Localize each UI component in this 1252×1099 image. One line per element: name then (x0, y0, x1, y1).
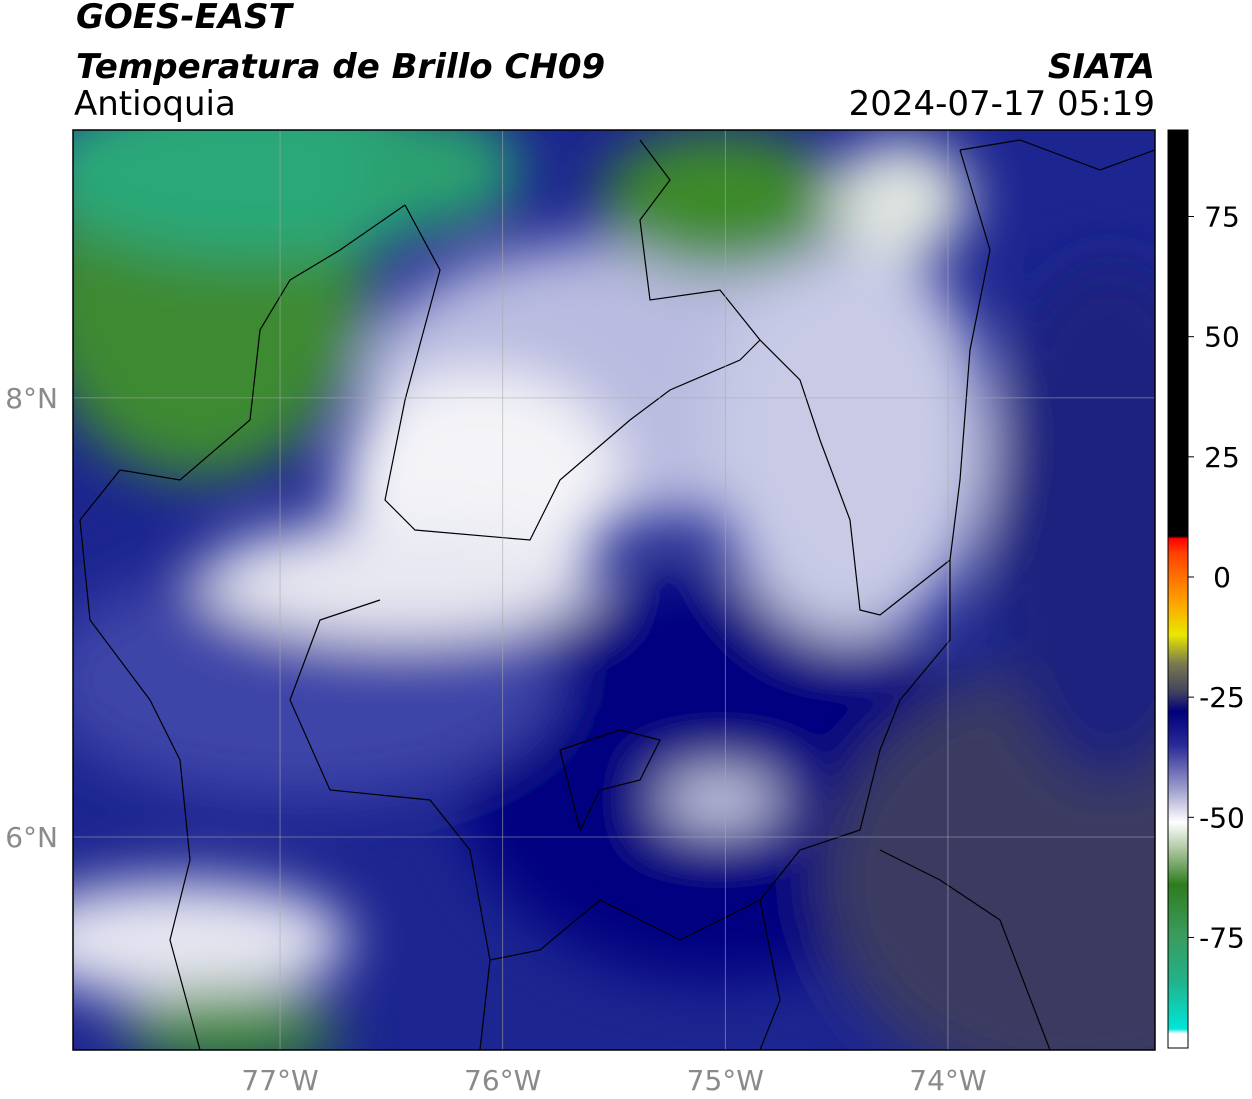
colorbar-tick-label: 0 (1213, 561, 1231, 594)
colorbar-tick-label: 25 (1204, 441, 1240, 474)
region: Antioquia (74, 84, 236, 124)
colorbar-tick-label: 75 (1204, 201, 1240, 234)
source: SIATA (1048, 47, 1155, 87)
lon-tick-label: 77°W (241, 1064, 318, 1097)
plot-frame (72, 129, 1156, 1051)
lon-tick-label: 75°W (687, 1064, 764, 1097)
colorbar-tick-label: 50 (1204, 321, 1240, 354)
grid (73, 130, 1155, 1050)
lon-tick-label: 74°W (909, 1064, 986, 1097)
colorbar (1167, 129, 1189, 1049)
lat-tick-label: 6°N (5, 821, 58, 854)
title: GOES-EAST (76, 0, 295, 37)
lat-tick-label: 8°N (5, 382, 58, 415)
colorbar-tick-label: -25 (1199, 681, 1245, 714)
colorbar-tick-label: -50 (1199, 801, 1245, 834)
satellite-image (73, 130, 1155, 1050)
datetime: 2024-07-17 05:19 (849, 84, 1155, 124)
subtitle: Temperatura de Brillo CH09 (76, 47, 605, 87)
lon-tick-label: 76°W (464, 1064, 541, 1097)
colorbar-tick-label: -75 (1199, 921, 1245, 954)
